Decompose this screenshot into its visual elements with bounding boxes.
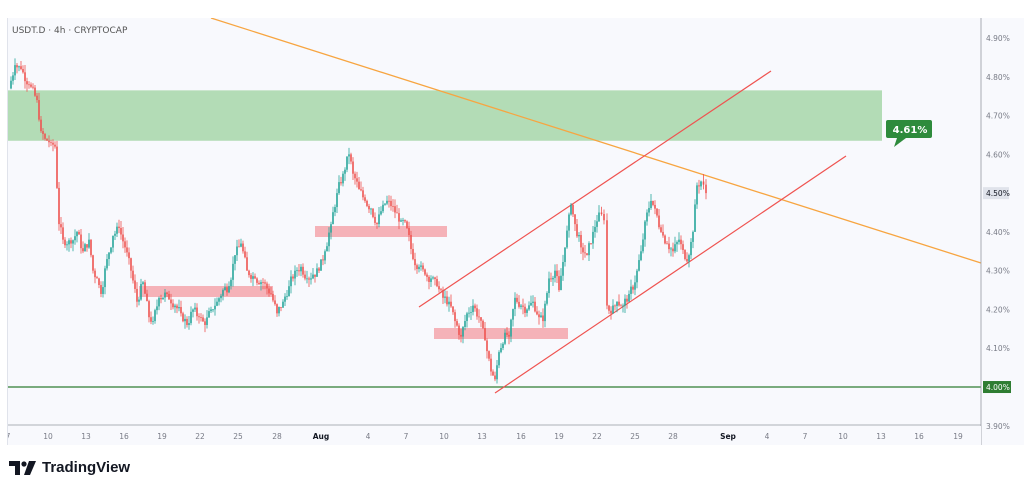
time-tick-label: 16 (119, 432, 129, 441)
time-tick-label: 19 (554, 432, 564, 441)
current-price-marker (983, 187, 1009, 200)
price-tick-label: 4.70% (986, 112, 1010, 121)
time-scale[interactable] (8, 426, 981, 445)
time-tick-label: 10 (439, 432, 449, 441)
descending-trendline[interactable] (210, 18, 982, 264)
time-tick-label: 22 (592, 432, 602, 441)
tradingview-logo[interactable]: TradingView (9, 459, 130, 476)
candlestick-series[interactable] (10, 58, 707, 384)
time-tick-label: 19 (157, 432, 167, 441)
time-tick-label: Aug (313, 432, 330, 441)
support-price-marker (983, 381, 1011, 394)
symbol-title: USDT.D · 4h · CRYPTOCAP (12, 26, 128, 36)
time-tick-label: 28 (272, 432, 282, 441)
time-tick-label: 22 (195, 432, 205, 441)
tradingview-logo-icon (9, 460, 36, 475)
time-tick-label: 10 (838, 432, 848, 441)
time-tick-label: 10 (43, 432, 53, 441)
time-tick-label: 13 (876, 432, 886, 441)
time-tick-label: Sep (720, 432, 736, 441)
time-tick-label: 25 (233, 432, 243, 441)
price-tick-label: 4.80% (986, 73, 1010, 82)
time-tick-label: 16 (914, 432, 924, 441)
flip-zone-4-25[interactable] (139, 286, 273, 297)
time-tick-label: 13 (477, 432, 487, 441)
price-chart[interactable]: 4.61% 4.90% 4.80% 4.70% 4.60% 4.50% 4.40% 4.30%… (8, 18, 1024, 445)
time-tick-label: 7 (404, 432, 409, 441)
price-tick-label: 4.90% (986, 34, 1010, 43)
time-tick-label: 16 (516, 432, 526, 441)
channel-upper-line[interactable] (418, 70, 772, 308)
flip-zone-4-14[interactable] (434, 328, 568, 339)
price-tick-label: 4.00% (986, 383, 1010, 392)
logo-text: TradingView (42, 459, 131, 476)
price-tick-label: 4.30% (986, 267, 1010, 276)
time-tick-label: 19 (953, 432, 963, 441)
time-tick-label: 7 (8, 432, 11, 441)
channel-lower-line[interactable] (494, 155, 847, 394)
target-price-label[interactable]: 4.61% (886, 120, 932, 147)
flip-zone-4-40[interactable] (315, 226, 447, 237)
time-tick-label: 25 (630, 432, 640, 441)
time-tick-label: 13 (81, 432, 91, 441)
svg-text:4.61%: 4.61% (893, 125, 928, 136)
time-tick-label: 7 (803, 432, 808, 441)
time-tick-label: 28 (668, 432, 678, 441)
price-scale[interactable] (981, 18, 1024, 445)
price-tick-label: 4.20% (986, 305, 1010, 314)
price-tick-label: 4.60% (986, 150, 1010, 159)
price-tick-label: 3.90% (986, 422, 1010, 431)
resistance-zone[interactable] (8, 90, 882, 141)
time-tick-label: 4 (765, 432, 770, 441)
price-tick-label: 4.10% (986, 344, 1010, 353)
chart-area[interactable]: 4.61% 4.90% 4.80% 4.70% 4.60% 4.50% 4.40% 4.30%… (7, 18, 1024, 445)
price-tick-label: 4.40% (986, 228, 1010, 237)
time-tick-label: 4 (366, 432, 371, 441)
price-tick-label: 4.50% (986, 189, 1010, 198)
